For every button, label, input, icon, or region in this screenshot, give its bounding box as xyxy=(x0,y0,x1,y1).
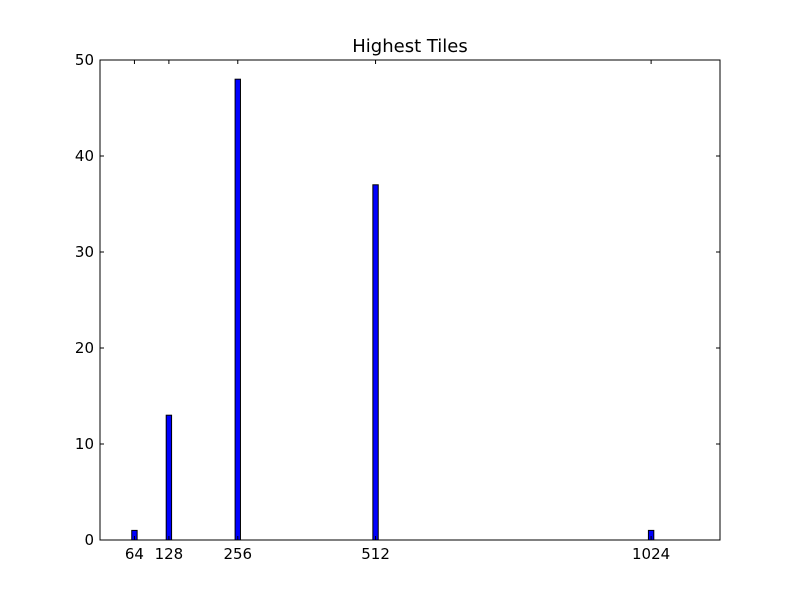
bar-512 xyxy=(372,184,379,541)
y-tick-label: 0 xyxy=(84,531,94,549)
y-tick-label: 20 xyxy=(75,339,94,357)
chart-title: Highest Tiles xyxy=(352,36,468,57)
bars-layer xyxy=(131,78,655,541)
bar-128 xyxy=(165,414,173,541)
y-tick-label: 30 xyxy=(75,243,94,261)
y-axis-ticks: 0 10 20 30 40 50 xyxy=(75,51,720,549)
x-tick-label: 1024 xyxy=(632,545,670,563)
x-tick-label: 128 xyxy=(155,545,184,563)
x-axis-ticks: 64 128 256 512 1024 xyxy=(125,60,670,563)
bar-256 xyxy=(234,78,241,541)
x-tick-label: 64 xyxy=(125,545,144,563)
y-tick-label: 50 xyxy=(75,51,94,69)
plot-frame xyxy=(99,59,721,541)
y-tick-label: 40 xyxy=(75,147,94,165)
y-tick-label: 10 xyxy=(75,435,94,453)
x-tick-label: 512 xyxy=(361,545,390,563)
x-tick-label: 256 xyxy=(223,545,252,563)
